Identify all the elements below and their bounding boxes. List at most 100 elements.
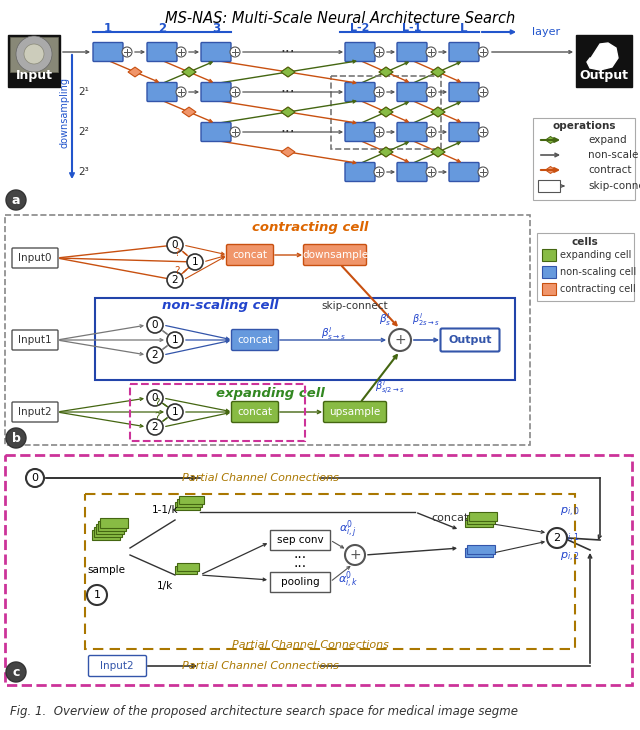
Circle shape xyxy=(547,528,567,548)
Text: Output: Output xyxy=(579,69,628,82)
Bar xyxy=(538,180,560,192)
Text: 2²: 2² xyxy=(78,127,89,137)
Text: concat: concat xyxy=(232,250,268,260)
Circle shape xyxy=(426,167,436,177)
Text: L-2: L-2 xyxy=(350,23,370,33)
Text: 1: 1 xyxy=(172,335,179,345)
Text: ···: ··· xyxy=(281,45,295,60)
Circle shape xyxy=(6,190,26,210)
Text: concat: concat xyxy=(237,407,273,417)
Text: $\beta^l_{2s\rightarrow s}$: $\beta^l_{2s\rightarrow s}$ xyxy=(412,312,440,328)
Circle shape xyxy=(426,127,436,137)
Polygon shape xyxy=(281,107,295,117)
Circle shape xyxy=(588,38,620,70)
Text: downsampling: downsampling xyxy=(59,77,69,147)
Text: ?: ? xyxy=(154,398,160,408)
Text: non-scaling cell: non-scaling cell xyxy=(162,299,278,312)
Polygon shape xyxy=(182,67,196,77)
Text: Output: Output xyxy=(448,335,492,345)
Polygon shape xyxy=(431,67,445,77)
Text: ?: ? xyxy=(174,266,180,276)
Text: 1: 1 xyxy=(104,21,112,34)
Polygon shape xyxy=(379,107,393,117)
Circle shape xyxy=(26,469,44,487)
Text: concat: concat xyxy=(237,335,273,345)
Text: non-scaling cell: non-scaling cell xyxy=(560,267,636,277)
Circle shape xyxy=(24,44,44,64)
Circle shape xyxy=(147,347,163,363)
Polygon shape xyxy=(281,147,295,157)
FancyBboxPatch shape xyxy=(201,82,231,101)
Text: 0: 0 xyxy=(152,393,158,403)
Text: $p_{i,2}$: $p_{i,2}$ xyxy=(560,550,579,564)
Polygon shape xyxy=(431,67,445,77)
Text: $\beta^l_{s\rightarrow s}$: $\beta^l_{s\rightarrow s}$ xyxy=(321,326,346,342)
Text: Input: Input xyxy=(15,69,52,82)
Polygon shape xyxy=(431,107,445,117)
Text: $\alpha^0_{i,k}$: $\alpha^0_{i,k}$ xyxy=(338,569,358,591)
Text: 1-1/k: 1-1/k xyxy=(152,505,179,515)
Polygon shape xyxy=(379,147,393,157)
Bar xyxy=(576,35,632,87)
Polygon shape xyxy=(431,107,445,117)
Text: 2: 2 xyxy=(172,275,179,285)
Bar xyxy=(100,518,128,528)
Polygon shape xyxy=(128,67,142,77)
Text: L: L xyxy=(460,21,468,34)
Text: 1/k: 1/k xyxy=(157,581,173,591)
Text: expand: expand xyxy=(588,135,627,145)
Circle shape xyxy=(478,47,488,57)
Text: expanding cell: expanding cell xyxy=(560,250,632,260)
Text: 2: 2 xyxy=(554,533,561,543)
Polygon shape xyxy=(431,147,445,157)
FancyBboxPatch shape xyxy=(227,245,273,266)
Text: non-scale: non-scale xyxy=(588,150,638,160)
Text: +: + xyxy=(349,548,361,562)
Circle shape xyxy=(230,127,240,137)
Text: +: + xyxy=(394,333,406,347)
Text: cells: cells xyxy=(572,237,598,247)
Circle shape xyxy=(16,36,52,72)
Polygon shape xyxy=(281,67,295,77)
Bar xyxy=(85,494,575,649)
Text: MS-NAS: Multi-Scale Neural Architecture Search: MS-NAS: Multi-Scale Neural Architecture … xyxy=(165,11,515,26)
Circle shape xyxy=(147,317,163,333)
FancyBboxPatch shape xyxy=(345,163,375,182)
Text: $\alpha^0_{i,j}$: $\alpha^0_{i,j}$ xyxy=(339,519,357,541)
Circle shape xyxy=(6,662,26,682)
FancyBboxPatch shape xyxy=(345,123,375,142)
Polygon shape xyxy=(379,67,393,77)
Circle shape xyxy=(167,332,183,348)
Text: Partial Channel Connections: Partial Channel Connections xyxy=(182,661,339,671)
Text: contracting cell: contracting cell xyxy=(252,220,368,234)
Polygon shape xyxy=(379,67,393,77)
Text: $\beta^l_s$: $\beta^l_s$ xyxy=(379,312,391,328)
Text: 0: 0 xyxy=(152,320,158,330)
FancyBboxPatch shape xyxy=(232,329,278,350)
Circle shape xyxy=(176,47,186,57)
FancyBboxPatch shape xyxy=(449,123,479,142)
Text: $\beta^l_{s/2\rightarrow s}$: $\beta^l_{s/2\rightarrow s}$ xyxy=(375,379,405,397)
FancyBboxPatch shape xyxy=(12,330,58,350)
Text: 2: 2 xyxy=(152,350,158,360)
FancyBboxPatch shape xyxy=(397,123,427,142)
Circle shape xyxy=(167,272,183,288)
Text: operations: operations xyxy=(552,121,616,131)
Text: a: a xyxy=(12,193,20,207)
Circle shape xyxy=(187,254,203,270)
FancyBboxPatch shape xyxy=(147,42,177,61)
Bar xyxy=(10,37,58,72)
Text: ···: ··· xyxy=(281,85,295,99)
Polygon shape xyxy=(281,67,295,77)
Circle shape xyxy=(147,390,163,406)
Bar xyxy=(92,530,120,540)
Text: downsample: downsample xyxy=(302,250,368,260)
Text: $p_{i,1}$: $p_{i,1}$ xyxy=(560,531,579,545)
Polygon shape xyxy=(281,107,295,117)
Bar xyxy=(469,512,497,521)
Text: 1: 1 xyxy=(93,590,100,600)
Polygon shape xyxy=(182,67,196,77)
Text: layer: layer xyxy=(532,27,560,37)
FancyBboxPatch shape xyxy=(440,328,499,352)
Circle shape xyxy=(374,47,384,57)
